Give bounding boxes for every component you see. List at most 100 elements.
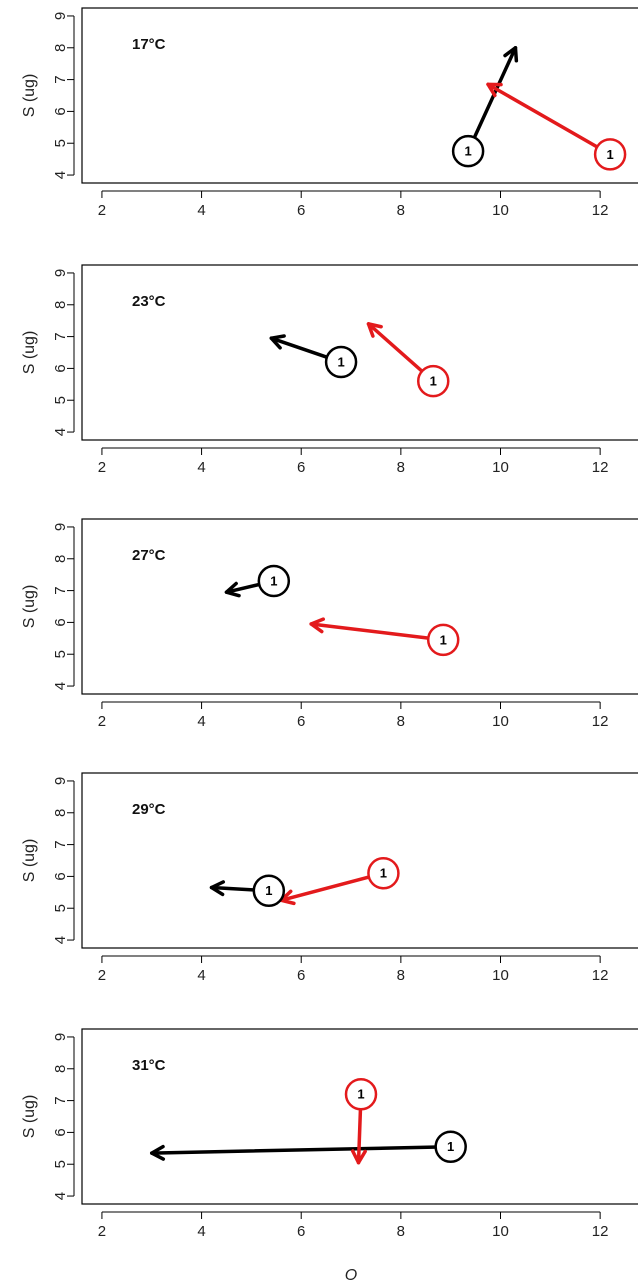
y-tick-label: 5 [52, 650, 69, 658]
y-tick-label: 6 [52, 618, 69, 626]
start-marker-label: 1 [380, 866, 387, 881]
x-tick-label: 10 [492, 202, 509, 219]
start-marker [344, 1077, 378, 1111]
arrow-head [309, 617, 326, 634]
x-tick-label: 8 [397, 1223, 405, 1240]
y-tick-label: 9 [52, 523, 69, 531]
x-tick-label: 8 [397, 967, 405, 984]
x-tick-label: 2 [98, 459, 106, 476]
start-marker [324, 345, 358, 379]
panel-4: 2 4 6 8 10 12 4 5 6 7 8 9 S (ug) 29°C 1 1 [21, 772, 638, 984]
arrow-shaft [150, 1144, 453, 1155]
y-tick-label: 9 [52, 12, 69, 20]
arrow-shaft [466, 46, 518, 153]
y-tick-label: 4 [52, 1192, 69, 1200]
x-tick-label: 2 [98, 202, 106, 219]
panel-label: 17°C [132, 36, 166, 53]
x-tick-label: 12 [592, 1223, 609, 1240]
arrow-head [503, 46, 519, 63]
arrow-shaft [279, 871, 386, 903]
y-tick-label: 5 [52, 139, 69, 147]
plot-frame [81, 518, 638, 695]
x-tick-label: 4 [197, 202, 205, 219]
y-tick-label: 7 [52, 1096, 69, 1104]
y-tick-label: 7 [52, 332, 69, 340]
y-axis-title: S (ug) [21, 839, 38, 883]
panel-label: 23°C [132, 293, 166, 310]
start-marker-label: 1 [447, 1139, 454, 1154]
x-tick-label: 10 [492, 459, 509, 476]
y-tick-label: 5 [52, 396, 69, 404]
arrow-head [209, 880, 226, 897]
y-tick-label: 8 [52, 301, 69, 309]
panel-label: 31°C [132, 1057, 166, 1074]
panel-3: 2 4 6 8 10 12 4 5 6 7 8 9 S (ug) 27°C 1 1 [21, 518, 638, 730]
x-axis-title: O [345, 1267, 357, 1284]
x-tick-label: 12 [592, 713, 609, 730]
start-marker-label: 1 [464, 144, 471, 159]
y-tick-label: 4 [52, 171, 69, 179]
x-tick-label: 2 [98, 713, 106, 730]
start-marker-label: 1 [606, 147, 613, 162]
x-tick-label: 6 [297, 459, 305, 476]
panel-2: 2 4 6 8 10 12 4 5 6 7 8 9 S (ug) 23°C 1 1 [21, 264, 638, 476]
y-tick-label: 8 [52, 555, 69, 563]
arrow-shaft [486, 82, 612, 157]
y-tick-label: 4 [52, 936, 69, 944]
panel-label: 29°C [132, 801, 166, 818]
start-marker [451, 134, 485, 168]
x-tick-label: 2 [98, 967, 106, 984]
y-axis-title: S (ug) [21, 1095, 38, 1139]
plot-frame [81, 7, 638, 184]
x-tick-label: 6 [297, 967, 305, 984]
x-tick-label: 4 [197, 1223, 205, 1240]
x-tick-label: 4 [197, 713, 205, 730]
y-tick-label: 4 [52, 682, 69, 690]
x-tick-label: 6 [297, 1223, 305, 1240]
x-tick-label: 8 [397, 202, 405, 219]
y-tick-label: 5 [52, 1160, 69, 1168]
y-tick-label: 7 [52, 75, 69, 83]
y-tick-label: 9 [52, 777, 69, 785]
arrow-head [150, 1144, 166, 1161]
start-marker [426, 623, 460, 657]
start-marker [252, 874, 286, 907]
start-marker-label: 1 [357, 1087, 364, 1102]
y-tick-label: 9 [52, 1033, 69, 1041]
y-axis-title: S (ug) [21, 331, 38, 375]
start-marker-label: 1 [430, 374, 437, 389]
y-tick-label: 7 [52, 586, 69, 594]
x-tick-label: 2 [98, 1223, 106, 1240]
arrow-head [366, 322, 383, 338]
plot-frame [81, 264, 638, 441]
x-tick-label: 10 [492, 713, 509, 730]
x-tick-label: 4 [197, 967, 205, 984]
y-axis-title: S (ug) [21, 74, 38, 118]
y-tick-label: 6 [52, 107, 69, 115]
y-tick-label: 4 [52, 428, 69, 436]
start-marker [257, 564, 291, 598]
x-tick-label: 10 [492, 967, 509, 984]
y-tick-label: 6 [52, 364, 69, 372]
arrow-head [350, 1149, 367, 1165]
start-marker [367, 856, 400, 890]
start-marker-label: 1 [270, 573, 277, 588]
x-tick-label: 4 [197, 459, 205, 476]
panel-label: 27°C [132, 547, 166, 564]
y-tick-label: 8 [52, 809, 69, 817]
start-marker [593, 138, 627, 171]
y-tick-label: 5 [52, 904, 69, 912]
start-marker-label: 1 [337, 354, 344, 369]
y-tick-label: 7 [52, 840, 69, 848]
x-tick-label: 6 [297, 202, 305, 219]
x-tick-label: 12 [592, 459, 609, 476]
y-tick-label: 8 [52, 44, 69, 52]
y-tick-label: 6 [52, 872, 69, 880]
y-tick-label: 8 [52, 1065, 69, 1073]
y-axis-title: S (ug) [21, 585, 38, 629]
start-marker-label: 1 [265, 883, 272, 898]
x-tick-label: 6 [297, 713, 305, 730]
arrow-shaft [309, 622, 445, 642]
x-tick-label: 8 [397, 713, 405, 730]
